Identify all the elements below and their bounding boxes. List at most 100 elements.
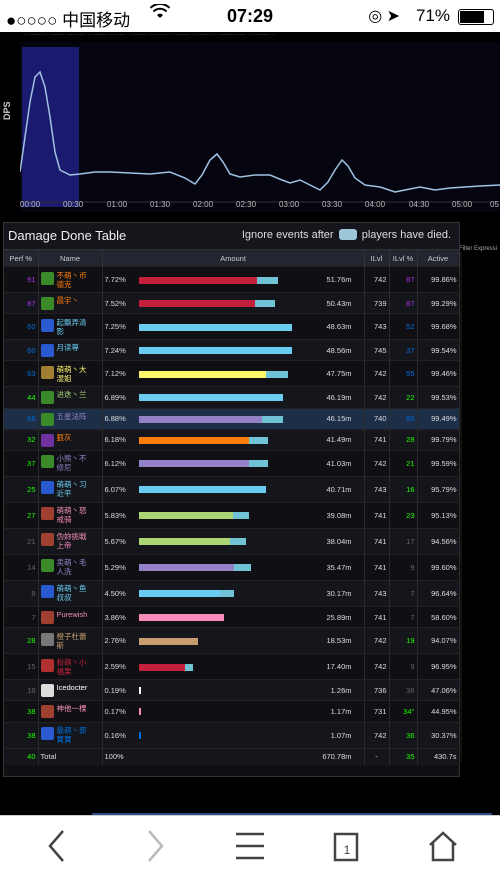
forward-icon[interactable]: [143, 828, 167, 872]
x-tick: 04:30: [409, 200, 430, 209]
dps-graph[interactable]: ···· ─── ·-·- ──── ·── ─·─ ··· ──── ·-- …: [0, 32, 500, 220]
row-amount: 41.49m: [326, 435, 352, 445]
row-name-text: 狠灰: [56, 432, 72, 442]
row-name[interactable]: 萌萌丶大 湿姐: [38, 360, 103, 387]
row-name[interactable]: 五星法阵: [38, 407, 103, 430]
col-amount[interactable]: Amount: [102, 250, 365, 267]
row-ilvl-pct: 16: [389, 475, 418, 503]
ignore-count-input[interactable]: [338, 229, 357, 240]
table-row[interactable]: 37 小熊丶不 修尼 6.12% 41.03m 742 21 99.59%: [4, 449, 460, 477]
table-row[interactable]: 38 最萌丶郭 寶寶 0.16% 1.07m 742 36 30.37%: [4, 721, 460, 748]
row-name-text: 萌萌丶鱼 叔叔: [56, 584, 87, 603]
row-name[interactable]: 萌萌丶鱼 叔叔: [38, 579, 103, 607]
row-amount: 35.47m: [326, 562, 352, 572]
row-name[interactable]: Icedocter: [38, 679, 103, 701]
row-ilvl-pct: 87: [389, 291, 418, 314]
row-ilvl-pct: 9: [389, 553, 418, 581]
damage-bar: [138, 394, 314, 402]
row-amount: 40.71m: [326, 484, 352, 494]
damage-bar: [138, 460, 314, 468]
tabs-icon[interactable]: 1: [332, 828, 362, 872]
class-icon: [40, 344, 54, 358]
total-ilvl: -: [364, 747, 390, 765]
table-row[interactable]: 27 萌萌丶怒 戒骑 5.83% 39.08m 741 23 95.13%: [4, 501, 460, 529]
col-name[interactable]: Name: [38, 250, 103, 267]
class-icon: [40, 365, 54, 379]
row-amount: 39.08m: [326, 510, 352, 520]
row-pct: 3.86%: [104, 612, 126, 622]
back-icon[interactable]: [45, 828, 69, 872]
table-row[interactable]: 7 Purewish 3.86% 25.89m 741 7 58.60%: [4, 605, 460, 628]
x-tick: 05:00: [452, 200, 473, 209]
row-name[interactable]: 最萌丶郭 寶寶: [38, 721, 103, 748]
row-pct: 7.25%: [104, 322, 126, 332]
row-name[interactable]: 小熊丶不 修尼: [38, 449, 103, 477]
graph-legend: ···· ─── ·-·- ──── ·── ─·─ ··· ──── ·-- …: [22, 32, 277, 38]
table-row[interactable]: 21 伪妳挑戦 上帝 5.67% 38.04m 741 17 94.56%: [4, 527, 460, 555]
damage-bar: [138, 590, 314, 598]
row-name[interactable]: 月读尊: [38, 339, 103, 361]
table-row[interactable]: 25 萌萌丶习 近平 6.07% 40.71m 743 16 95.79%: [4, 475, 460, 503]
row-active: 99.86%: [417, 266, 460, 293]
total-row: 40 Total 100% 670.78m - 35 430.7s: [4, 747, 460, 765]
row-name[interactable]: 不萌丶币 德克: [38, 266, 103, 293]
row-name[interactable]: 萌萌丶习 近平: [38, 475, 103, 503]
row-ilvl-pct: 52: [389, 313, 418, 340]
table-row[interactable]: 15 粉萌丶小 福果 2.59% 17.40m 742 9 96.95%: [4, 653, 460, 680]
home-icon[interactable]: [427, 828, 459, 872]
table-row[interactable]: 60 起飘弄清影 7.25% 48.63m 743 52 99.68%: [4, 313, 460, 340]
row-ilvl: 741: [364, 553, 390, 581]
table-row[interactable]: 63 萌萌丶大 湿姐 7.12% 47.75m 742 55 99.46%: [4, 360, 460, 387]
table-row[interactable]: 8 萌萌丶鱼 叔叔 4.50% 30.17m 743 7 96.64%: [4, 579, 460, 607]
col-ilvl-pct[interactable]: ILvl %: [389, 250, 418, 267]
table-row[interactable]: 66 五星法阵 6.88% 46.15m 740 80 99.49%: [4, 407, 460, 430]
table-row[interactable]: 18 Icedocter 0.19% 1.26m 736 36 47.06%: [4, 679, 460, 701]
row-perf: 60: [4, 313, 39, 340]
row-name[interactable]: 橙子杜蕾斯: [38, 627, 103, 654]
row-ilvl: 741: [364, 501, 390, 529]
filter-expression-label[interactable]: Filter Expressi: [459, 246, 498, 252]
table-row[interactable]: 60 月读尊 7.24% 48.56m 745 37 99.54%: [4, 339, 460, 361]
damage-table: Perf % Name Amount ILvl ILvl % Active 91…: [4, 250, 460, 765]
row-name[interactable]: 萌萌丶怒 戒骑: [38, 501, 103, 529]
row-name-text: 橙子杜蕾斯: [56, 631, 87, 650]
table-row[interactable]: 44 进迭丶兰 6.89% 46.19m 742 22 99.53%: [4, 386, 460, 409]
row-pct: 7.72%: [104, 275, 126, 284]
table-row[interactable]: 28 橙子杜蕾斯 2.76% 18.53m 742 19 94.07%: [4, 627, 460, 654]
row-ilvl-pct: 34°: [389, 700, 418, 722]
ignore-events-option[interactable]: Ignore events after players have died.: [242, 229, 451, 241]
damage-bar: [138, 708, 314, 716]
row-amount: 41.03m: [326, 458, 352, 468]
row-amount: 50.43m: [326, 298, 352, 308]
row-name[interactable]: 狠灰: [38, 428, 103, 451]
row-name[interactable]: Purewish: [38, 605, 103, 628]
row-name[interactable]: 神他一棵: [38, 700, 103, 722]
table-row[interactable]: 87 晨宇丶 7.52% 50.43m 739 87 99.29%: [4, 291, 460, 314]
damage-bar: [138, 347, 314, 355]
col-active[interactable]: Active: [417, 250, 460, 267]
total-ilvl-pct: 35: [389, 747, 418, 765]
table-row[interactable]: 91 不萌丶币 德克 7.72% 51.76m 742 87 99.86%: [4, 266, 460, 293]
x-tick: 03:00: [279, 200, 300, 209]
dps-plot[interactable]: [20, 42, 500, 212]
col-ilvl[interactable]: ILvl: [364, 250, 390, 267]
row-name[interactable]: 粉萌丶小 福果: [38, 653, 103, 680]
row-active: 94.07%: [417, 627, 460, 654]
table-row[interactable]: 32 狠灰 6.18% 41.49m 741 28 99.79%: [4, 428, 460, 451]
row-name[interactable]: 晨宇丶: [38, 291, 103, 314]
row-perf: 8: [4, 579, 39, 607]
row-ilvl: 742: [364, 266, 390, 293]
row-perf: 63: [4, 360, 39, 387]
row-name[interactable]: 起飘弄清影: [38, 313, 103, 340]
table-row[interactable]: 14 卖萌丶毛 人洗 5.29% 35.47m 741 9 99.60%: [4, 553, 460, 581]
row-name[interactable]: 伪妳挑戦 上帝: [38, 527, 103, 555]
damage-bar: [138, 415, 314, 423]
damage-bar: [138, 276, 314, 284]
class-icon: [40, 507, 54, 521]
table-row[interactable]: 38 神他一棵 0.17% 1.17m 731 34° 44.95%: [4, 700, 460, 722]
col-perf[interactable]: Perf %: [4, 250, 39, 267]
menu-icon[interactable]: [234, 828, 266, 872]
row-name-text: Purewish: [56, 610, 88, 620]
row-name[interactable]: 卖萌丶毛 人洗: [38, 553, 103, 581]
row-name[interactable]: 进迭丶兰: [38, 386, 103, 409]
